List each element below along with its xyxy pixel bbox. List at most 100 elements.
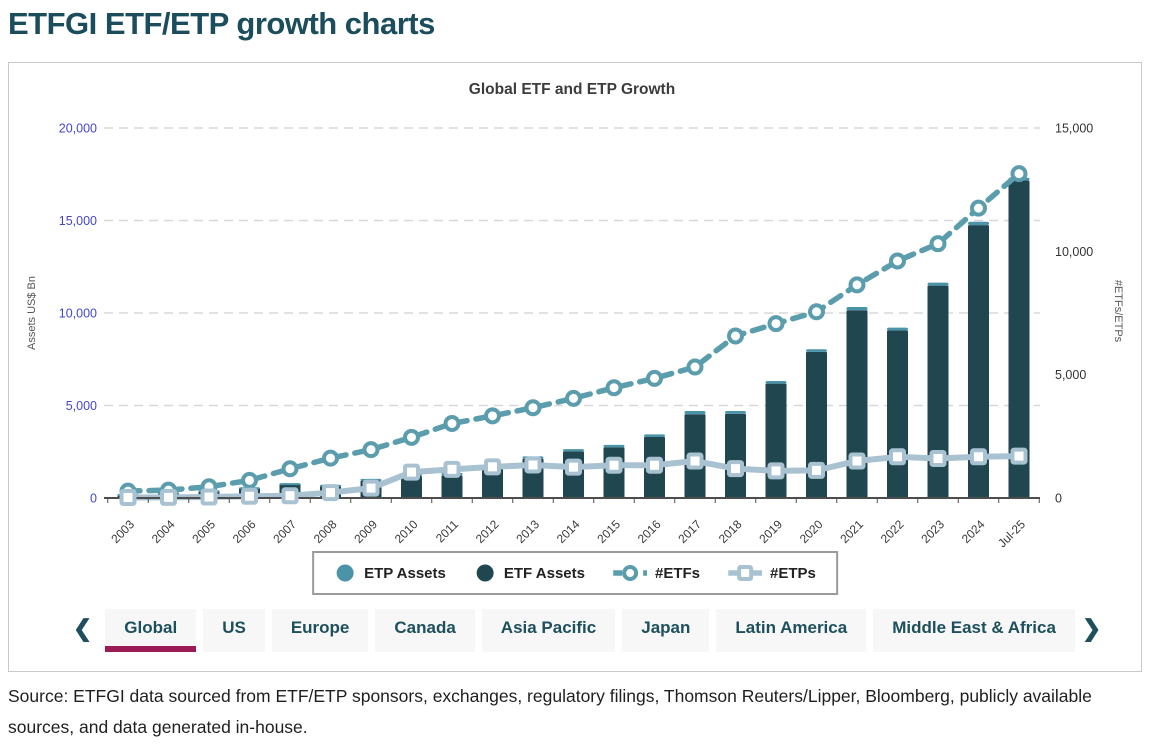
marker-etps-2016[interactable] [646,456,663,474]
marker-etps-2020[interactable] [808,461,825,479]
marker-etps-2012[interactable] [484,458,501,476]
marker-etfs-2018[interactable] [727,327,744,345]
bar-etf-2011[interactable] [441,475,463,498]
marker-etps-2017[interactable] [686,452,704,470]
bar-etp-2007[interactable] [279,483,301,486]
marker-etfs-2016[interactable] [646,369,663,387]
bar-etp-2020[interactable] [806,349,827,352]
legend-item-etp-assets[interactable]: ETP Assets [334,563,446,583]
marker-etps-2007[interactable] [281,487,299,505]
chart-legend: ETP Assets ETF Assets #ETFs #ETPs [312,551,838,595]
chart-card: Global ETF and ETP Growth 0 5,000 10,000 15,… [8,62,1142,672]
marker-etfs-2023[interactable] [929,235,947,253]
marker-etfs-2022[interactable] [889,252,906,270]
marker-etps-2023[interactable] [929,450,947,468]
chevron-left-icon[interactable]: ❮ [73,609,98,643]
marker-etps-2024[interactable] [970,448,987,466]
bar-etf-2023[interactable] [927,285,949,498]
etp-assets-swatch-icon [336,564,354,582]
etfs-count-line[interactable] [125,170,1022,494]
bar-etf-2010[interactable] [401,475,422,498]
marker-etps-2009[interactable] [362,479,380,497]
x-axis-label-2021: 2021 [837,517,866,546]
marker-etps-2010[interactable] [403,463,420,481]
marker-etfs-Jul-25[interactable] [1010,165,1028,183]
x-axis-label-2014: 2014 [554,517,583,546]
marker-etfs-2011[interactable] [443,415,461,433]
left-axis-tick-label: 5,000 [66,399,97,413]
marker-etps-Jul-25[interactable] [1010,447,1028,465]
legend-item-etf-assets[interactable]: ETF Assets [474,563,585,583]
marker-etfs-2017[interactable] [686,358,704,376]
marker-etps-2018[interactable] [727,460,744,478]
right-axis-tick-label: 10,000 [1055,245,1093,259]
bar-etf-2012[interactable] [482,468,503,498]
bar-etp-2023[interactable] [927,282,949,286]
chart-title: Global ETF and ETP Growth [469,81,675,98]
marker-etps-2015[interactable] [605,456,623,474]
x-axis-label-2012: 2012 [473,517,502,546]
tab-europe[interactable]: Europe [271,609,369,652]
bar-etf-2021[interactable] [846,310,868,498]
bar-etp-2021[interactable] [846,306,868,311]
marker-etps-2022[interactable] [889,448,906,466]
bar-etf-2020[interactable] [806,351,827,498]
marker-etfs-2012[interactable] [484,407,501,425]
marker-etfs-2013[interactable] [524,399,542,417]
x-axis-label-2007: 2007 [270,517,299,546]
tab-asia-pacific[interactable]: Asia Pacific [481,609,616,652]
bar-etp-2022[interactable] [887,327,908,331]
bar-etp-2016[interactable] [644,434,665,437]
marker-etps-2013[interactable] [524,456,542,474]
bar-etp-2024[interactable] [968,221,989,226]
legend-item-etps-count[interactable]: #ETPs [728,563,816,583]
tab-canada[interactable]: Canada [375,609,475,652]
chevron-right-icon[interactable]: ❯ [1082,609,1107,643]
bar-etf-2018[interactable] [725,413,746,498]
tab-global[interactable]: Global [105,609,197,652]
x-axis-label-2017: 2017 [675,517,704,546]
source-note: Source: ETFGI data sourced from ETF/ETP … [8,686,1092,737]
bar-etp-2015[interactable] [603,444,625,448]
bar-etp-2014[interactable] [563,449,584,452]
marker-etps-2005[interactable] [200,488,218,506]
left-axis-title: Assets US$ Bn [26,276,38,350]
marker-etfs-2020[interactable] [808,303,825,321]
tab-japan[interactable]: Japan [622,609,710,652]
marker-etfs-2014[interactable] [565,389,582,407]
marker-etfs-2019[interactable] [767,315,785,333]
etfs-line-marker-icon [612,565,647,581]
tab-latin-america[interactable]: Latin America [716,609,867,652]
marker-etfs-2015[interactable] [605,379,623,397]
marker-etps-2014[interactable] [565,458,582,476]
etps-line-marker-icon [728,565,763,581]
legend-label: #ETPs [770,564,816,582]
marker-etfs-2006[interactable] [241,471,258,489]
marker-etps-2021[interactable] [848,452,866,470]
x-axis-label-2018: 2018 [716,517,745,546]
bar-etf-Jul-25[interactable] [1008,180,1030,498]
marker-etps-2006[interactable] [241,487,258,505]
marker-etps-2011[interactable] [443,460,461,478]
marker-etps-2008[interactable] [322,484,339,502]
tab-us[interactable]: US [203,609,265,652]
bar-etf-2022[interactable] [887,330,908,498]
tab-middle-east-africa[interactable]: Middle East & Africa [873,609,1075,652]
marker-etps-2004[interactable] [160,488,177,506]
bar-etp-2017[interactable] [684,411,706,415]
bar-etf-2019[interactable] [765,383,787,498]
marker-etfs-2024[interactable] [970,199,987,217]
marker-etfs-2008[interactable] [322,449,339,467]
bar-etf-2024[interactable] [968,225,989,498]
marker-etfs-2007[interactable] [281,460,299,478]
marker-etps-2003[interactable] [119,489,137,507]
marker-etps-2019[interactable] [767,462,785,480]
x-axis-label-Jul-25: Jul-25 [995,517,1028,548]
marker-etfs-2021[interactable] [848,276,866,294]
bar-etp-2019[interactable] [765,380,787,384]
legend-item-etfs-count[interactable]: #ETFs [612,563,700,583]
marker-etfs-2010[interactable] [403,428,420,446]
bar-etp-2018[interactable] [725,410,746,414]
legend-label: ETF Assets [503,564,585,582]
marker-etfs-2009[interactable] [362,441,380,459]
